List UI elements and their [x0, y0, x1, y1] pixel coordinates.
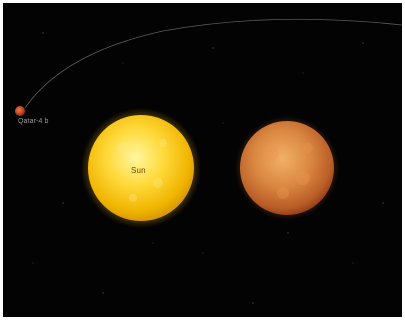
background-stars — [32, 32, 384, 304]
planet-label: Qatar-4 b — [18, 118, 49, 125]
planet — [15, 106, 25, 116]
orbit-arc — [24, 18, 402, 109]
space-illustration — [15, 18, 402, 304]
sun-texture — [117, 139, 167, 202]
sun-label: Sun — [131, 166, 146, 175]
host-star-texture — [263, 143, 313, 199]
sun — [88, 115, 194, 221]
space-scene: Sun Qatar-4 b — [3, 3, 402, 317]
host-star — [240, 121, 334, 215]
